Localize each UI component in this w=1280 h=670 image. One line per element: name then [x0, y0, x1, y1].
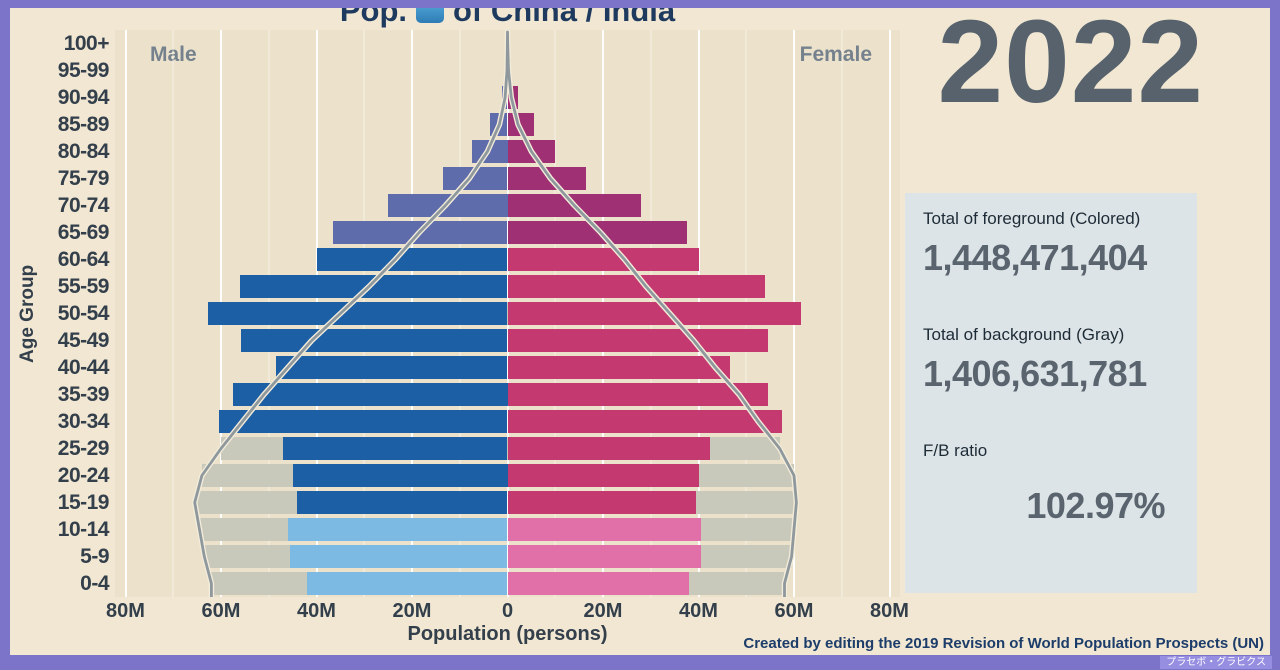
foreground-bar-male [388, 194, 508, 217]
foreground-bar-female [507, 140, 556, 163]
chart-title: Pop. of China / India [115, 8, 900, 29]
age-group-label: 70-74 [57, 193, 110, 217]
foreground-bar-male [306, 572, 508, 595]
foreground-bar-female [507, 356, 730, 379]
x-tick-label: 20M [392, 600, 432, 622]
chart-title-suffix: of China / India [453, 8, 676, 28]
foreground-bar-female [507, 248, 699, 271]
gridline [124, 30, 127, 597]
brand-tag: プラセボ・グラビクス [1160, 656, 1272, 669]
y-axis: 100+ 95-99 90-94 85-89 80-84 75-79 70-74 65-69 6… [10, 30, 110, 597]
foreground-total-label: Total of foreground (Colored) [923, 209, 1141, 228]
fb-ratio-value: 102.97% [1026, 485, 1165, 526]
x-tick-label: 60M [774, 600, 814, 622]
age-group-label: 40-44 [57, 355, 110, 379]
background-total-value: 1,406,631,781 [923, 353, 1147, 394]
foreground-bar-female [507, 59, 511, 82]
gridline [841, 30, 843, 597]
foreground-bar-female [507, 32, 509, 55]
foreground-bar-female [507, 383, 768, 406]
foreground-bar-male [297, 491, 508, 514]
age-group-label: 60-64 [57, 247, 110, 271]
chart-title-prefix: Pop. [339, 8, 407, 28]
age-group-label: 85-89 [57, 112, 110, 136]
x-tick-label: 0 [501, 600, 514, 622]
age-group-label: 90-94 [57, 85, 110, 109]
plot-area: Male Female [115, 30, 900, 597]
fb-ratio-label: F/B ratio [923, 441, 988, 460]
foreground-bar-male [218, 410, 508, 433]
foreground-bar-male [471, 140, 508, 163]
foreground-bar-male [287, 518, 508, 541]
foreground-bar-female [507, 302, 802, 325]
foreground-bar-female [507, 572, 689, 595]
age-group-label: 15-19 [57, 490, 110, 514]
foreground-bar-male [333, 221, 508, 244]
foreground-bar-female [507, 194, 642, 217]
age-group-label: 45-49 [57, 328, 110, 352]
chart-canvas: Pop. of China / India Age Group 100+ 95-9… [10, 8, 1270, 655]
foreground-bar-male [207, 302, 508, 325]
foreground-bar-male [240, 275, 508, 298]
foreground-bar-female [507, 545, 701, 568]
foreground-bar-female [507, 113, 534, 136]
age-group-label: 55-59 [57, 274, 110, 298]
credit-line: Created by editing the 2019 Revision of … [743, 635, 1264, 652]
age-group-label: 5-9 [80, 544, 109, 568]
foreground-bar-female [507, 86, 518, 109]
map-emoji-icon [416, 8, 444, 23]
foreground-bar-female [507, 410, 783, 433]
x-tick-label: 40M [297, 600, 336, 622]
x-tick-label: 80M [870, 600, 909, 622]
foreground-bar-female [507, 437, 711, 460]
age-group-label: 100+ [63, 31, 110, 55]
age-group-label: 20-24 [57, 463, 110, 487]
x-tick-label: 40M [679, 600, 718, 622]
background-total-label: Total of background (Gray) [923, 325, 1125, 344]
foreground-bar-female [507, 464, 699, 487]
foreground-bar-female [507, 275, 766, 298]
age-group-label: 25-29 [57, 436, 110, 460]
x-tick-label: 60M [201, 600, 241, 622]
age-group-label: 0-4 [80, 571, 109, 595]
foreground-bar-male [443, 167, 508, 190]
x-tick-label: 80M [106, 600, 145, 622]
foreground-bar-male [232, 383, 508, 406]
foreground-bar-female [507, 518, 701, 541]
foreground-bar-female [507, 491, 697, 514]
age-group-label: 35-39 [57, 382, 110, 406]
age-group-label: 80-84 [57, 139, 110, 163]
age-group-label: 10-14 [57, 517, 110, 541]
x-axis: 80M 60M 40M 20M 0 20M 40M 60M 80M [106, 600, 909, 624]
age-group-label: 30-34 [57, 409, 110, 433]
age-group-label: 95-99 [57, 58, 110, 82]
foreground-bar-female [507, 329, 768, 352]
year-label: 2022 [937, 8, 1204, 128]
foreground-bar-male [490, 113, 508, 136]
foreground-bar-female [507, 167, 587, 190]
age-group-label: 65-69 [57, 220, 110, 244]
foreground-bar-male [317, 248, 508, 271]
gridline [172, 30, 174, 597]
foreground-bar-female [507, 221, 687, 244]
foreground-bar-male [275, 356, 508, 379]
x-axis-title: Population (persons) [407, 623, 608, 645]
age-group-label: 75-79 [57, 166, 110, 190]
foreground-total-value: 1,448,471,404 [923, 237, 1147, 278]
foreground-bar-male [292, 464, 508, 487]
female-header-label: Female [799, 43, 872, 66]
x-tick-label: 20M [583, 600, 623, 622]
foreground-bar-male [283, 437, 508, 460]
age-group-label: 50-54 [57, 301, 110, 325]
gridline [888, 30, 891, 597]
stats-panel: Total of foreground (Colored) 1,448,471,… [905, 193, 1197, 593]
foreground-bar-male [241, 329, 508, 352]
foreground-bar-male [290, 545, 508, 568]
